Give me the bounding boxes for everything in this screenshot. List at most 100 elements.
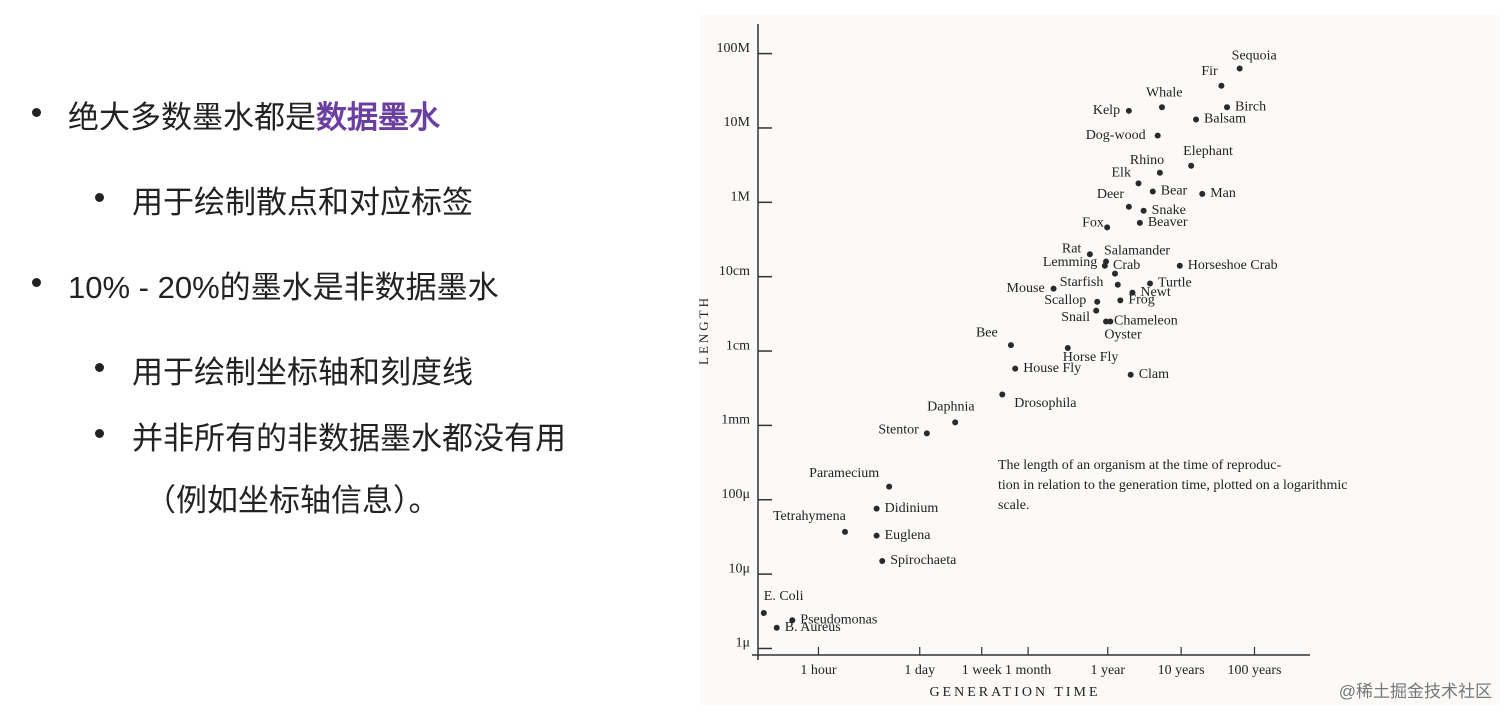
bullet: 用于绘制散点和对应标签 — [132, 177, 473, 222]
point-label: Mouse — [1007, 281, 1045, 296]
caption: scale. — [998, 498, 1029, 513]
y-axis-title: LENGTH — [696, 295, 711, 365]
point — [841, 528, 848, 535]
y-tick-label: 1cm — [726, 338, 750, 353]
point — [1103, 258, 1110, 265]
point-label: Fox — [1082, 216, 1104, 231]
point-label: Oyster — [1104, 328, 1142, 343]
point-label: Sequoia — [1232, 49, 1278, 64]
point-label: Euglena — [885, 528, 932, 543]
point — [1129, 289, 1136, 296]
point — [999, 391, 1006, 398]
point — [1114, 281, 1121, 288]
point-label: Snake — [1152, 203, 1186, 218]
point-label: Snail — [1061, 310, 1090, 325]
bullet-dot — [95, 193, 104, 202]
point-label: Birch — [1235, 99, 1266, 114]
y-tick-label: 1M — [731, 190, 751, 205]
point — [1050, 285, 1057, 292]
bullet-dot — [32, 108, 41, 117]
point — [873, 532, 880, 539]
point — [1007, 342, 1014, 349]
point — [1117, 297, 1124, 304]
point — [1107, 318, 1114, 325]
point-label: Salamander — [1104, 244, 1170, 259]
point — [1094, 298, 1101, 305]
chart-panel — [700, 15, 1500, 705]
point-label: Lemming — [1043, 255, 1097, 270]
bullet: 绝大多数墨水都是数据墨水 — [68, 92, 440, 137]
point — [1154, 132, 1161, 139]
point-label: Daphnia — [927, 400, 975, 415]
x-tick-label: 1 year — [1090, 663, 1125, 678]
x-tick-label: 1 week — [962, 663, 1002, 678]
point-label: Stentor — [878, 423, 919, 438]
point — [1111, 270, 1118, 277]
point-label: Kelp — [1093, 103, 1120, 118]
point — [1149, 188, 1156, 195]
y-tick-label: 100M — [717, 41, 751, 56]
point — [1188, 162, 1195, 169]
point-label: House Fly — [1023, 361, 1081, 376]
point — [1104, 224, 1111, 231]
point-label: Starfish — [1060, 275, 1104, 290]
point-label: Frog — [1128, 293, 1154, 308]
point-label: Rat — [1062, 242, 1082, 257]
point — [760, 610, 767, 617]
point — [1176, 262, 1183, 269]
bullet-dot — [32, 278, 41, 287]
point — [1236, 65, 1243, 72]
point — [1218, 82, 1225, 89]
point — [1224, 104, 1231, 111]
x-tick-label: 100 years — [1227, 663, 1281, 678]
bullet-dot — [95, 429, 104, 438]
point-label: Fir — [1201, 64, 1218, 79]
point-label: Pseudomonas — [800, 612, 877, 627]
bullet: 用于绘制坐标轴和刻度线 — [132, 347, 473, 392]
point-label: Horseshoe Crab — [1188, 258, 1278, 273]
point — [1125, 107, 1132, 114]
point-label: Scallop — [1044, 293, 1086, 308]
point — [1127, 371, 1134, 378]
point — [1156, 169, 1163, 176]
point-label: Rhino — [1130, 153, 1164, 168]
point-label: Bear — [1161, 184, 1188, 199]
point-label: Paramecium — [809, 466, 879, 481]
bullet-text: 并非所有的非数据墨水都没有用 — [132, 421, 566, 456]
point-label: B. Aureus — [785, 620, 841, 635]
point — [789, 617, 796, 624]
y-tick-label: 10cm — [719, 264, 750, 279]
point-label: Horse Fly — [1063, 350, 1119, 365]
point-label: Didinium — [885, 501, 939, 516]
point-label: Clam — [1139, 367, 1169, 382]
point-label: Deer — [1097, 187, 1125, 202]
bullet-text: 绝大多数墨水都是 — [68, 100, 316, 135]
point-label: Drosophila — [1014, 396, 1077, 411]
point — [1012, 365, 1019, 372]
y-tick-label: 1mm — [721, 413, 750, 428]
point — [1147, 280, 1154, 287]
bullet: 并非所有的非数据墨水都没有用 — [132, 413, 566, 458]
point — [1136, 219, 1143, 226]
point — [1064, 344, 1071, 351]
x-tick-label: 1 month — [1005, 663, 1051, 678]
point — [1135, 180, 1142, 187]
point-label: Newt — [1140, 285, 1170, 300]
point — [1158, 104, 1165, 111]
caption: The length of an organism at the time of… — [998, 458, 1281, 473]
y-tick-label: 10M — [724, 115, 751, 130]
bullet: 10% - 20%的墨水是非数据墨水 — [68, 262, 499, 307]
y-tick-label: 1μ — [735, 636, 750, 651]
caption: tion in relation to the generation time,… — [998, 478, 1348, 493]
point-label: Elk — [1112, 166, 1131, 181]
bullet-text: 10% - 20%的墨水是非数据墨水 — [68, 270, 499, 305]
point — [1093, 307, 1100, 314]
x-axis-title: GENERATION TIME — [929, 685, 1100, 700]
point — [1125, 203, 1132, 210]
point — [1199, 190, 1206, 197]
x-tick-label: 1 day — [904, 663, 935, 678]
x-tick-label: 1 hour — [800, 663, 837, 678]
point — [773, 624, 780, 631]
point — [886, 483, 893, 490]
